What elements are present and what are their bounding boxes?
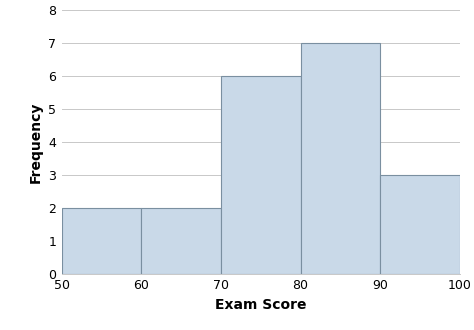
- Bar: [301, 43, 380, 274]
- Bar: [141, 208, 221, 274]
- Bar: [62, 208, 141, 274]
- Bar: [221, 76, 301, 274]
- Y-axis label: Frequency: Frequency: [28, 101, 43, 182]
- X-axis label: Exam Score: Exam Score: [215, 298, 307, 312]
- Bar: [380, 175, 460, 274]
